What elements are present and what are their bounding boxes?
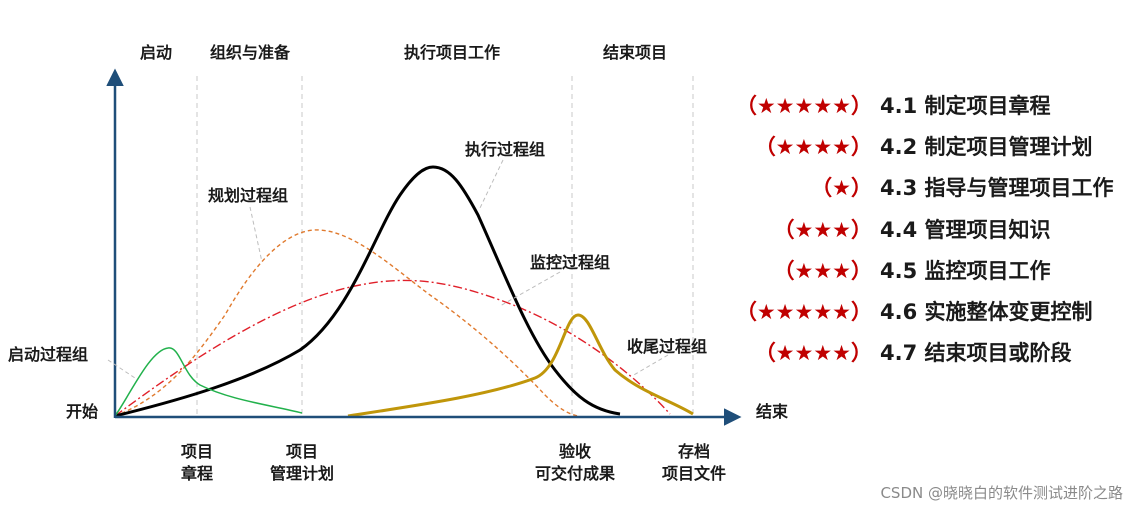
milestone-4-line2: 项目文件 (662, 464, 726, 483)
leader-monitoring (499, 271, 561, 307)
milestone-3-line2: 可交付成果 (535, 464, 615, 483)
label-monitoring: 监控过程组 (530, 253, 610, 272)
process-label: 4.4 管理项目知识 (880, 217, 1051, 242)
milestone-1-line2: 章程 (181, 464, 213, 483)
phase-label-executing: 执行项目工作 (404, 43, 500, 62)
curve-planning (114, 229, 579, 417)
star-rating: （★★★★） (754, 134, 872, 159)
process-item: （★★★★★） 4.1 制定项目章程 (700, 84, 1132, 125)
star-rating: （★★★★★） (735, 93, 872, 118)
phase-label-organizing: 组织与准备 (210, 43, 291, 62)
process-label: 4.5 监控项目工作 (880, 258, 1051, 283)
curve-monitoring (114, 279, 671, 417)
axis-end-label: 结束 (755, 402, 789, 421)
process-item: （★★★★★） 4.6 实施整体变更控制 (700, 290, 1132, 331)
star-rating: （★★★★★） (735, 300, 872, 325)
star-rating: （★★★） (773, 217, 872, 242)
milestone-2-line2: 管理计划 (270, 464, 334, 483)
label-initiating: 启动过程组 (8, 345, 88, 364)
process-item: （★） 4.3 指导与管理项目工作 (700, 167, 1132, 208)
milestone-2-line1: 项目 (286, 442, 318, 461)
leader-closing (631, 354, 669, 377)
milestone-1-line1: 项目 (181, 442, 213, 461)
process-item: （★★★★） 4.2 制定项目管理计划 (700, 125, 1132, 166)
process-label: 4.6 实施整体变更控制 (880, 300, 1093, 325)
phase-label-initiating: 启动 (140, 43, 172, 62)
leader-executing (479, 159, 504, 209)
label-planning: 规划过程组 (208, 186, 288, 205)
label-executing: 执行过程组 (465, 140, 545, 159)
milestone-3-line1: 验收 (559, 442, 591, 461)
milestone-4-line1: 存档 (678, 442, 710, 461)
curve-initiating (114, 347, 303, 417)
process-label: 4.2 制定项目管理计划 (880, 134, 1093, 159)
process-item: （★★★★） 4.7 结束项目或阶段 (700, 332, 1132, 373)
process-item: （★★★） 4.5 监控项目工作 (700, 249, 1132, 290)
star-rating: （★★★） (773, 258, 872, 283)
leader-initiating (107, 359, 136, 379)
leader-planning (249, 206, 263, 263)
watermark: CSDN @晓晓白的软件测试进阶之路 (880, 484, 1123, 502)
phase-label-closing: 结束项目 (602, 43, 667, 62)
process-label: 4.3 指导与管理项目工作 (880, 176, 1114, 201)
process-label: 4.1 制定项目章程 (880, 93, 1051, 118)
axis-start-label: 开始 (66, 402, 98, 421)
label-closing: 收尾过程组 (627, 337, 707, 356)
star-rating: （★） (811, 176, 872, 201)
star-rating: （★★★★） (754, 341, 872, 366)
curve-closing (347, 313, 694, 418)
process-label: 4.7 结束项目或阶段 (880, 341, 1072, 366)
process-list: （★★★★★） 4.1 制定项目章程 （★★★★） 4.2 制定项目管理计划 （… (700, 84, 1132, 373)
process-item: （★★★） 4.4 管理项目知识 (700, 208, 1132, 249)
curve-executing (114, 165, 621, 418)
